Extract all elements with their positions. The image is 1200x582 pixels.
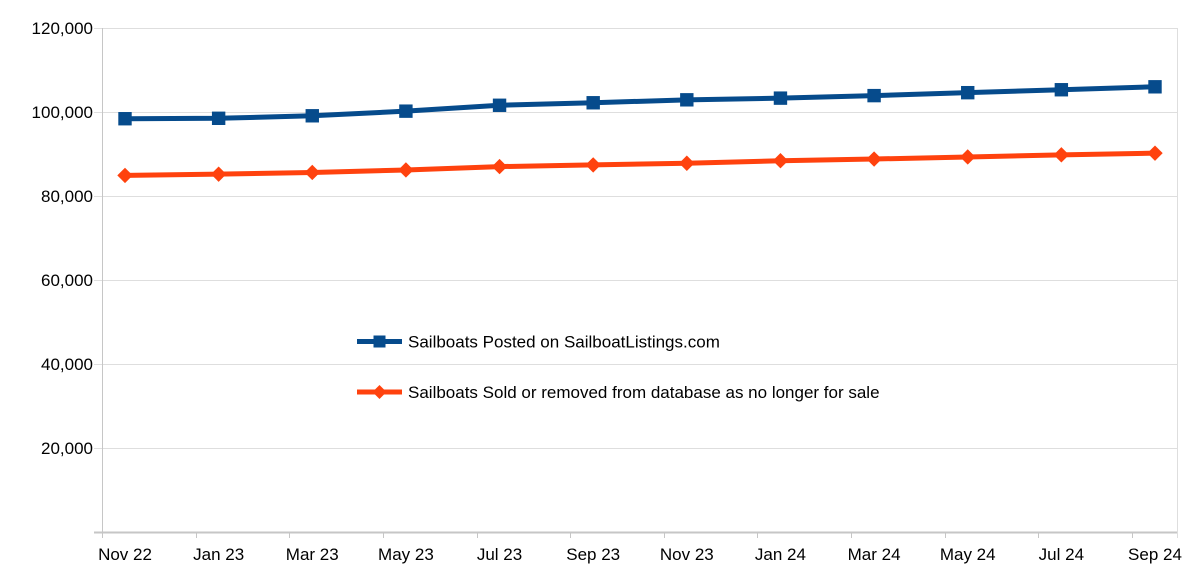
marker-sold bbox=[398, 162, 414, 178]
marker-posted bbox=[211, 111, 226, 125]
marker-posted bbox=[1054, 83, 1069, 97]
marker-posted bbox=[118, 112, 132, 126]
x-axis-tick-label: May 24 bbox=[940, 545, 996, 564]
series-line-sold bbox=[124, 150, 1156, 178]
marker-sold bbox=[960, 149, 976, 165]
series-line-posted bbox=[124, 84, 1156, 122]
x-axis-tick-label: Nov 23 bbox=[660, 545, 714, 564]
y-axis-tick-label: 120,000 bbox=[32, 19, 93, 38]
marker-sold bbox=[866, 151, 882, 167]
legend-marker-diamond bbox=[372, 385, 387, 399]
x-axis-tick-label: Sep 24 bbox=[1128, 545, 1182, 564]
x-axis-tick-label: Sep 23 bbox=[566, 545, 620, 564]
marker-sold bbox=[679, 155, 695, 171]
x-axis-tick-label: Nov 22 bbox=[98, 545, 152, 564]
marker-sold bbox=[1147, 145, 1163, 161]
marker-sold bbox=[585, 157, 601, 173]
legend-label: Sailboats Posted on SailboatListings.com bbox=[408, 332, 720, 351]
marker-posted bbox=[961, 85, 975, 100]
x-axis-tick-label: May 23 bbox=[378, 545, 434, 564]
marker-posted bbox=[399, 104, 413, 118]
marker-posted bbox=[305, 109, 319, 123]
y-axis-tick-label: 40,000 bbox=[41, 355, 93, 374]
x-axis-tick-label: Mar 23 bbox=[286, 545, 339, 564]
marker-posted bbox=[867, 88, 881, 103]
marker-posted bbox=[680, 93, 694, 107]
legend-label: Sailboats Sold or removed from database … bbox=[408, 383, 880, 402]
y-axis-tick-label: 60,000 bbox=[41, 271, 93, 290]
marker-posted bbox=[586, 96, 600, 110]
y-axis-tick-label: 100,000 bbox=[32, 103, 93, 122]
y-axis-tick-label: 20,000 bbox=[41, 439, 93, 458]
marker-sold bbox=[304, 164, 320, 181]
legend-marker-square bbox=[373, 335, 386, 348]
x-axis-tick-label: Jul 24 bbox=[1039, 545, 1084, 564]
x-axis-tick-label: Jan 24 bbox=[755, 545, 806, 564]
marker-sold bbox=[117, 167, 133, 184]
marker-sold bbox=[772, 153, 789, 169]
marker-sold bbox=[210, 166, 227, 182]
x-axis-tick-label: Jan 23 bbox=[193, 545, 244, 564]
x-axis-tick-label: Mar 24 bbox=[848, 545, 901, 564]
marker-posted bbox=[773, 91, 788, 105]
marker-posted bbox=[492, 98, 507, 112]
marker-sold bbox=[491, 158, 508, 175]
x-axis-tick-label: Jul 23 bbox=[477, 545, 522, 564]
y-axis-tick-label: 80,000 bbox=[41, 187, 93, 206]
marker-posted bbox=[1148, 80, 1162, 94]
marker-sold bbox=[1053, 147, 1070, 163]
